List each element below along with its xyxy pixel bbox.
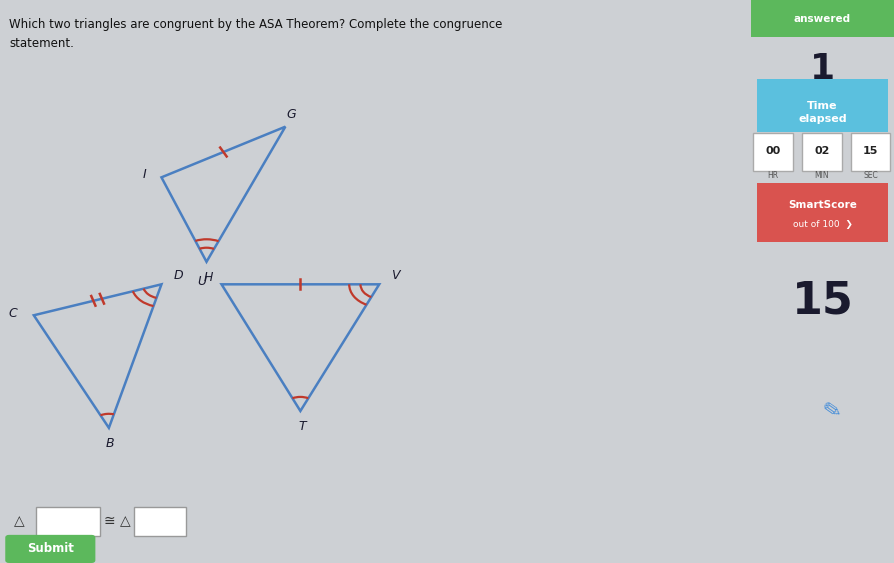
Text: statement.: statement. — [9, 37, 74, 50]
Text: △: △ — [13, 514, 24, 528]
Text: SEC: SEC — [863, 171, 878, 180]
Text: answered: answered — [794, 14, 851, 24]
FancyBboxPatch shape — [134, 507, 186, 536]
Text: D: D — [173, 269, 182, 283]
FancyBboxPatch shape — [756, 79, 889, 132]
FancyBboxPatch shape — [851, 133, 890, 171]
Text: Submit: Submit — [27, 542, 73, 556]
Text: H: H — [203, 271, 213, 284]
Text: ✏: ✏ — [816, 397, 843, 425]
Text: G: G — [287, 108, 296, 121]
Text: U: U — [198, 275, 207, 288]
Text: 00: 00 — [765, 146, 780, 157]
FancyBboxPatch shape — [36, 507, 100, 536]
FancyBboxPatch shape — [751, 0, 894, 37]
Text: I: I — [143, 168, 147, 181]
Text: B: B — [106, 437, 114, 450]
Text: 02: 02 — [814, 146, 830, 157]
Text: 15: 15 — [791, 280, 854, 323]
FancyBboxPatch shape — [754, 133, 793, 171]
Text: MIN: MIN — [814, 171, 829, 180]
Text: C: C — [8, 307, 17, 320]
Text: V: V — [392, 269, 400, 283]
Text: 1: 1 — [810, 52, 835, 86]
Text: elapsed: elapsed — [798, 114, 847, 124]
Text: HR: HR — [768, 171, 779, 180]
Text: ≅ △: ≅ △ — [104, 514, 131, 528]
Text: 15: 15 — [863, 146, 878, 157]
Text: SmartScore: SmartScore — [788, 200, 857, 211]
Text: Time: Time — [807, 101, 838, 111]
FancyBboxPatch shape — [756, 183, 889, 242]
FancyBboxPatch shape — [5, 535, 96, 563]
FancyBboxPatch shape — [802, 133, 841, 171]
Text: T: T — [298, 420, 306, 434]
Text: out of 100  ❯: out of 100 ❯ — [793, 220, 852, 229]
Text: Which two triangles are congruent by the ASA Theorem? Complete the congruence: Which two triangles are congruent by the… — [9, 18, 502, 31]
